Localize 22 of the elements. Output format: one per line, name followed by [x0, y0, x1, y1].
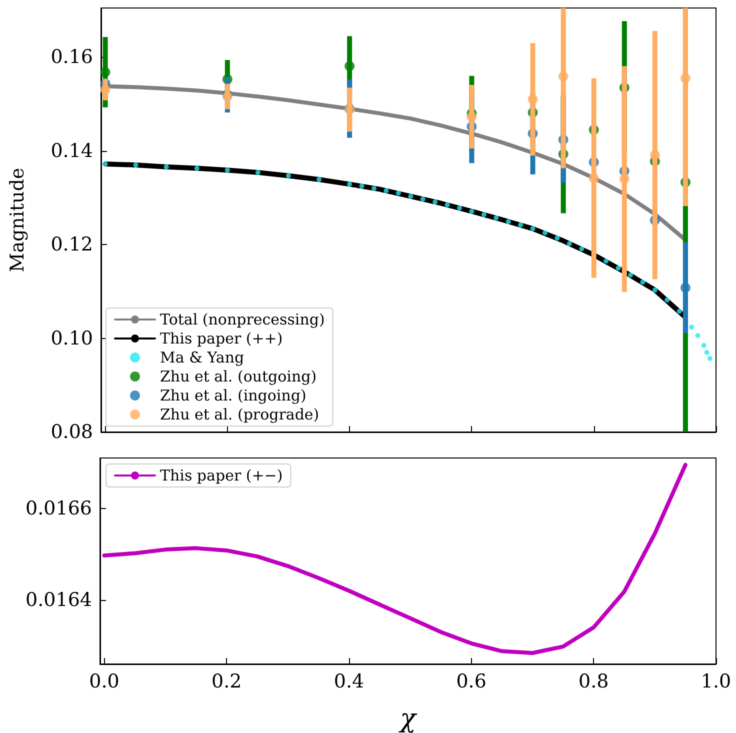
y-tick-label: 0.16 [50, 46, 93, 68]
x-axis-title: χ [398, 704, 418, 733]
y-tick-label: 0.10 [50, 327, 93, 350]
legend-label: This paper (++) [160, 330, 283, 348]
y-tick-label: 0.0164 [26, 588, 92, 611]
y-tick-label: 0.14 [50, 140, 93, 162]
legend-label: Zhu et al. (ingoing) [160, 386, 306, 404]
x-tick-label: 0.2 [212, 670, 242, 692]
y-tick-label: 0.12 [50, 234, 93, 256]
y-tick-label: 0.0166 [26, 497, 92, 520]
x-tick-label: 0.6 [456, 670, 486, 692]
legend-label: Ma & Yang [160, 348, 245, 366]
y-axis-title: Magnitude [6, 168, 28, 272]
x-tick-label: 1.0 [700, 670, 732, 692]
legend-label: Total (nonprecessing) [160, 310, 325, 328]
legend-label: Zhu et al. (prograde) [160, 406, 320, 424]
x-tick-label: 0.8 [578, 670, 609, 692]
x-tick-label: 0.4 [334, 670, 364, 692]
legend-label: This paper (+−) [160, 466, 283, 484]
y-tick-label: 0.08 [50, 421, 93, 443]
legend-label: Zhu et al. (outgoing) [160, 368, 317, 386]
x-tick-label: 0.0 [89, 670, 120, 692]
